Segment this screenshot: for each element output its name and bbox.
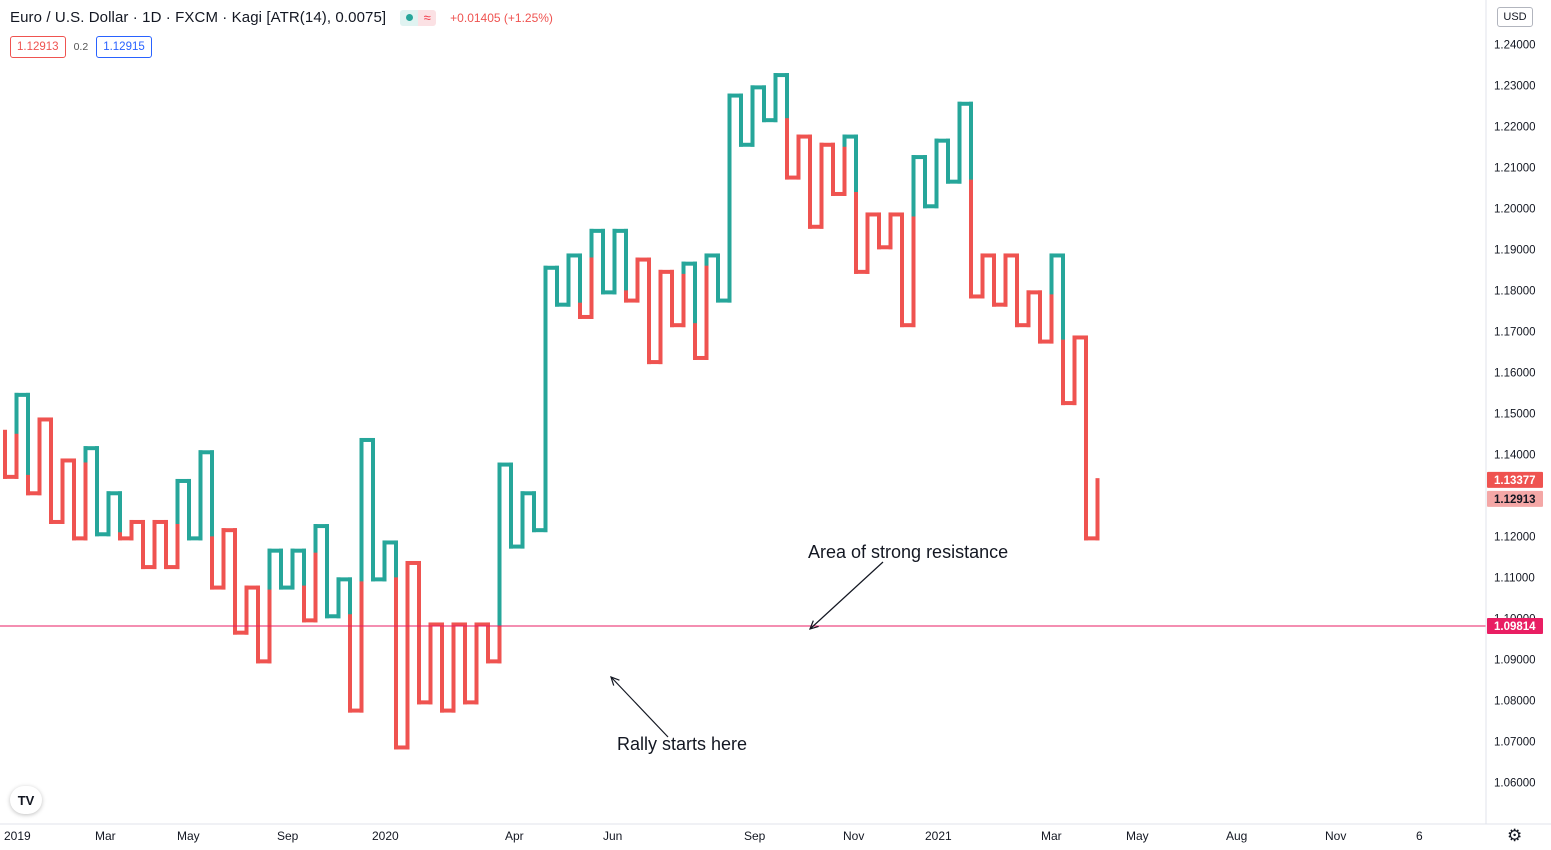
price-tick-label: 1.17000 xyxy=(1494,326,1536,338)
price-tick-label: 1.20000 xyxy=(1494,203,1536,215)
sell-price-button[interactable]: 1.12913 xyxy=(10,36,66,58)
legend-buttons: ≈ xyxy=(400,9,437,26)
current-price-label: 1.13377 xyxy=(1494,475,1536,487)
time-tick-label: Aug xyxy=(1226,829,1247,843)
price-tick-label: 1.22000 xyxy=(1494,121,1536,133)
current-price-label-bg xyxy=(1487,471,1543,488)
time-tick-label: Mar xyxy=(95,829,116,843)
time-tick-label: Sep xyxy=(744,829,766,843)
price-tick-label: 1.14000 xyxy=(1494,449,1536,461)
annotation-arrow xyxy=(610,676,669,738)
time-tick-label: 2020 xyxy=(372,829,399,843)
annotation-resistance: Area of strong resistance xyxy=(808,542,1009,562)
annotation-arrows xyxy=(610,561,884,738)
level-price-label-bg xyxy=(1487,617,1543,634)
annotation-arrowhead xyxy=(808,620,819,630)
price-tick-label: 1.19000 xyxy=(1494,244,1536,256)
time-tick-label: May xyxy=(177,829,200,843)
time-tick-label: 2019 xyxy=(4,829,31,843)
gear-icon[interactable]: ⚙ xyxy=(1507,826,1523,845)
time-axis[interactable]: 2019 Mar May Sep 2020 Apr Jun Sep Nov 2021 Mar May A… xyxy=(4,829,1423,843)
price-tick-label: 1.12000 xyxy=(1494,531,1536,543)
time-tick-label: 6 xyxy=(1416,829,1423,843)
eye-dot-icon[interactable] xyxy=(400,9,419,26)
spread-value: 0.2 xyxy=(73,41,89,53)
annotation-rally: Rally starts here xyxy=(617,734,748,754)
price-tick-label: 1.23000 xyxy=(1494,80,1536,92)
buy-price-button[interactable]: 1.12915 xyxy=(96,36,152,58)
price-tick-label: 1.24000 xyxy=(1494,39,1536,51)
price-labels: 1.13377 1.12913 1.09814 xyxy=(1487,471,1543,634)
time-tick-label: Apr xyxy=(505,829,524,843)
price-tick-label: 1.08000 xyxy=(1494,695,1536,707)
price-tick-label: 1.07000 xyxy=(1494,736,1536,748)
prev-close-label-bg xyxy=(1487,490,1543,507)
price-change: +0.01405 (+1.25%) xyxy=(450,10,553,25)
time-tick-label: Nov xyxy=(843,829,864,843)
time-tick-label: Mar xyxy=(1041,829,1062,843)
time-tick-label: Sep xyxy=(277,829,299,843)
price-tick-label: 1.09000 xyxy=(1494,654,1536,666)
chart-legend: Euro / U.S. Dollar · 1D · FXCM · Kagi [A… xyxy=(10,9,553,26)
prev-close-label: 1.12913 xyxy=(1494,494,1536,506)
price-tick-label: 1.21000 xyxy=(1494,162,1536,174)
price-tick-label: 1.18000 xyxy=(1494,285,1536,297)
kagi-series xyxy=(3,73,1100,750)
currency-selector[interactable]: USD xyxy=(1497,7,1533,27)
price-tick-label: 1.06000 xyxy=(1494,777,1536,789)
price-tick-label: 1.16000 xyxy=(1494,367,1536,379)
time-tick-label: Jun xyxy=(603,829,622,843)
price-axis[interactable]: 1.060001.070001.080001.090001.100001.110… xyxy=(1494,39,1536,789)
bid-ask-widget: 1.12913 0.2 1.12915 xyxy=(10,36,152,58)
time-tick-label: May xyxy=(1126,829,1149,843)
wave-icon[interactable]: ≈ xyxy=(418,9,437,26)
price-tick-label: 1.11000 xyxy=(1494,572,1535,584)
annotation-arrow xyxy=(809,561,884,630)
symbol-title[interactable]: Euro / U.S. Dollar · 1D · FXCM · Kagi [A… xyxy=(10,9,387,26)
time-tick-label: Nov xyxy=(1325,829,1346,843)
time-tick-label: 2021 xyxy=(925,829,952,843)
level-price-label: 1.09814 xyxy=(1494,621,1536,633)
price-tick-label: 1.15000 xyxy=(1494,408,1536,420)
tradingview-logo-icon[interactable]: TV xyxy=(10,786,42,814)
annotation-arrowhead xyxy=(610,675,620,686)
